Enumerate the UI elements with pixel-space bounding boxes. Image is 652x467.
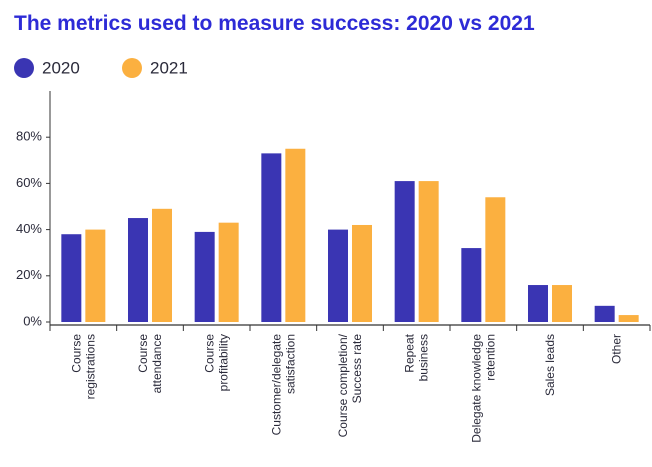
bar <box>394 181 415 322</box>
x-tick-label: Delegate knowledge retention <box>469 334 497 443</box>
chart-title: The metrics used to measure success: 202… <box>14 12 535 35</box>
x-tick-label-line: retention <box>483 334 497 381</box>
bar <box>128 218 148 322</box>
x-tick-label: Course profitability <box>203 334 231 392</box>
x-tick-label: Course completion/Success rate <box>336 333 364 437</box>
x-tick-label-line: Sales leads <box>543 334 557 396</box>
y-tick-label: 0% <box>23 313 42 328</box>
x-tick-label-line: profitability <box>217 334 231 391</box>
x-tick-label-line: satisfaction <box>283 334 297 394</box>
x-tick-label-line: Course completion/ <box>336 333 350 437</box>
bar <box>552 285 572 322</box>
x-tick-label-line: registrations <box>83 334 97 399</box>
legend-label: 2020 <box>42 58 80 77</box>
x-tick-label-line: Delegate knowledge <box>469 334 483 443</box>
x-tick-label: Customer/delegate satisfaction <box>269 334 297 436</box>
x-tick-label: Course attendance <box>136 334 164 394</box>
bar <box>328 229 348 322</box>
bar <box>285 148 306 322</box>
x-tick-label-line: business <box>417 334 431 381</box>
y-tick-label: 80% <box>16 129 42 144</box>
x-tick-label: Sales leads <box>543 334 557 396</box>
bar <box>485 197 506 322</box>
bar <box>418 181 439 322</box>
y-tick-label: 40% <box>16 221 42 236</box>
bar <box>85 229 106 322</box>
bar <box>194 231 215 322</box>
y-tick-label: 60% <box>16 175 42 190</box>
x-tick-label: Repeat business <box>403 333 431 381</box>
x-tick-label-line: Course <box>69 334 83 373</box>
x-tick-label-line: Customer/delegate <box>269 334 283 436</box>
legend-label: 2021 <box>150 58 188 77</box>
bar <box>352 224 372 322</box>
bar <box>461 248 482 322</box>
y-tick-label: 20% <box>16 267 42 282</box>
x-tick-label-line: Success rate <box>350 334 364 404</box>
bar <box>594 305 615 322</box>
x-tick-label: Course registrations <box>69 334 97 400</box>
x-tick-label-line: attendance <box>150 334 164 394</box>
bar <box>152 208 172 322</box>
legend-swatch <box>122 58 142 78</box>
x-tick-label-line: Course <box>203 334 217 373</box>
bar <box>618 315 639 322</box>
legend-swatch <box>14 58 34 78</box>
bar <box>528 285 548 322</box>
bar <box>261 153 282 322</box>
x-tick-label-line: Other <box>610 334 624 364</box>
bar <box>218 222 239 322</box>
x-tick-label-line: Course <box>136 334 150 373</box>
x-tick-label: Other <box>610 334 624 364</box>
x-tick-label-line: Repeat <box>403 333 417 372</box>
bar <box>61 234 82 322</box>
